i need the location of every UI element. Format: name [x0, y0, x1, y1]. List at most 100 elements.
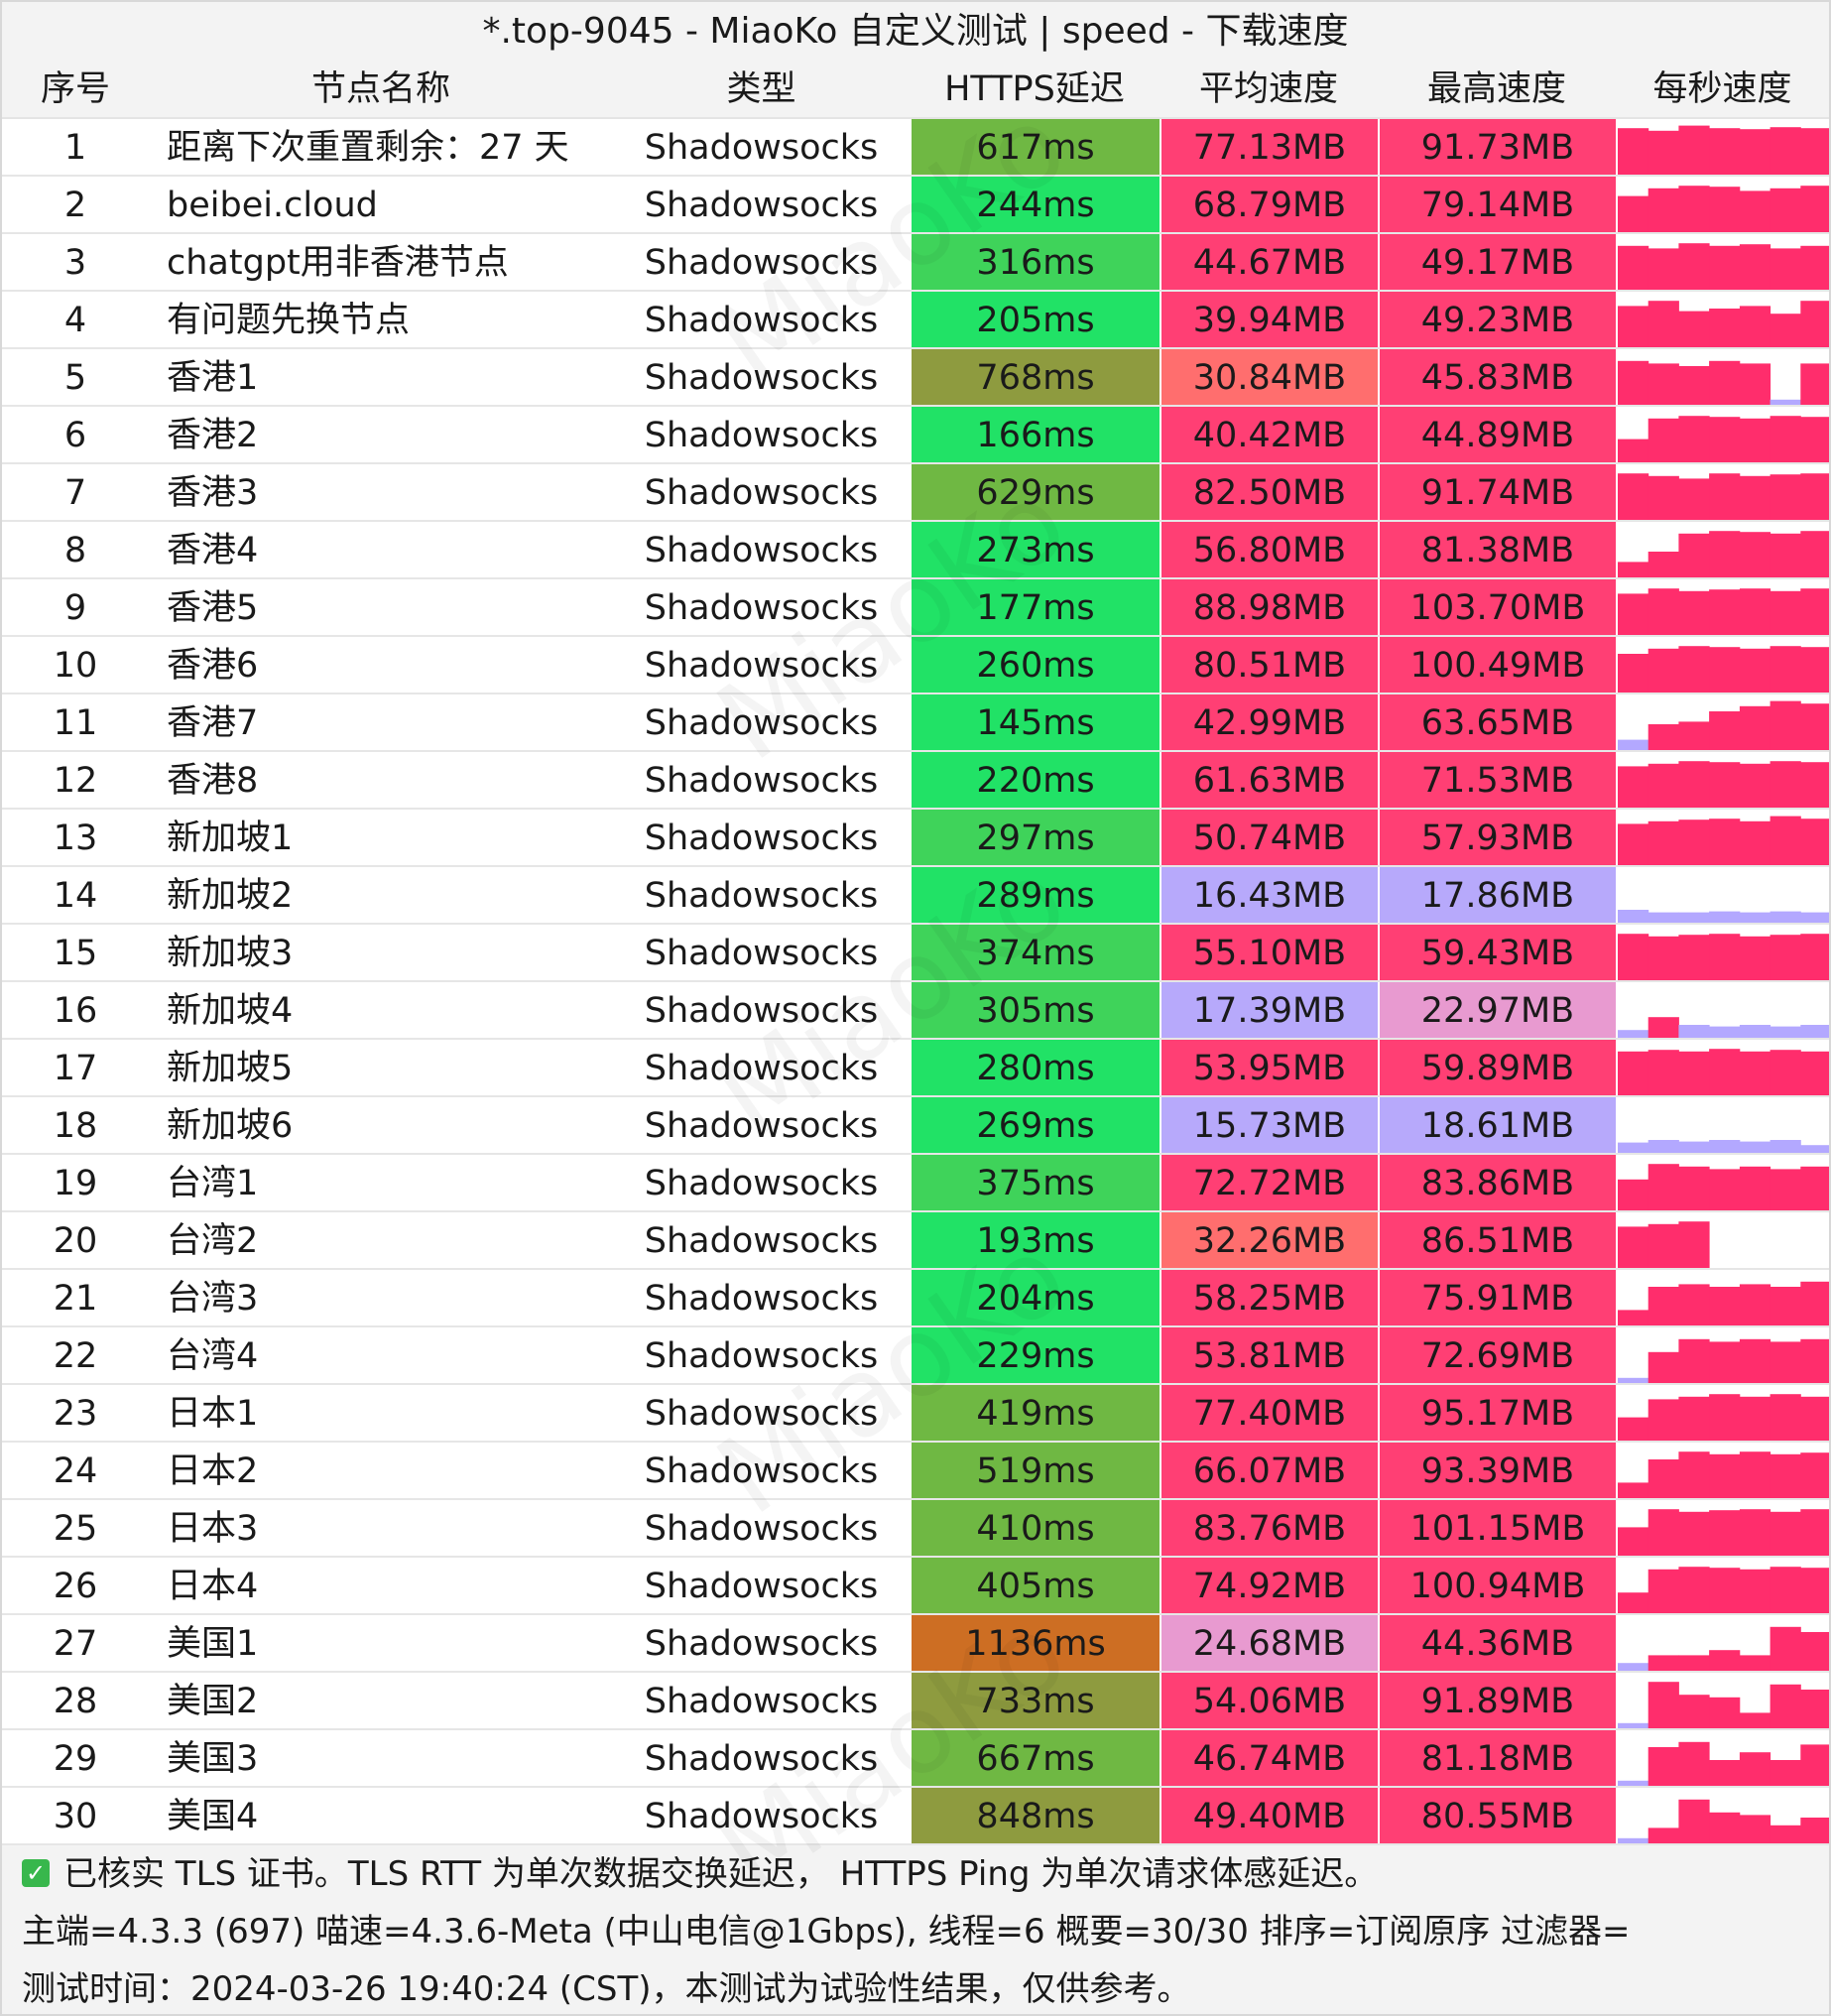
sparkline-chart [1618, 1221, 1710, 1268]
sparkline-bar [1678, 1338, 1710, 1383]
row-index: 11 [53, 703, 98, 743]
table-row: 23 日本1 Shadowsocks 419ms 77.40MB 95.17MB [2, 1385, 1829, 1443]
sparkline-bar [1648, 912, 1679, 923]
node-name: 新加坡5 [167, 1049, 294, 1088]
sparkline-bar [1678, 1051, 1710, 1095]
per-second-sparkline [1616, 1385, 1829, 1441]
sparkline-bar [1678, 761, 1710, 808]
sparkline-bar [1648, 363, 1679, 405]
row-index: 13 [53, 819, 98, 858]
sparkline-bar [1709, 647, 1741, 693]
sparkline-bar [1770, 416, 1801, 462]
sparkline-bar [1739, 820, 1771, 865]
node-type: Shadowsocks [644, 1394, 879, 1434]
avg-speed: 88.98MB [1160, 579, 1378, 635]
sparkline-bar [1648, 188, 1679, 232]
sparkline-bar [1618, 473, 1649, 520]
table-row: 27 美国1 Shadowsocks 1136ms 24.68MB 44.36MB [2, 1615, 1829, 1673]
table-row: 19 台湾1 Shadowsocks 375ms 72.72MB 83.86MB [2, 1155, 1829, 1212]
sparkline-bar [1739, 1655, 1771, 1671]
sparkline-bar [1739, 1284, 1771, 1325]
sparkline-chart [1618, 243, 1829, 290]
per-second-sparkline [1616, 119, 1829, 175]
avg-speed: 49.40MB [1160, 1788, 1378, 1843]
avg-speed: 39.94MB [1160, 292, 1378, 347]
row-index: 10 [53, 646, 98, 686]
sparkline-chart [1618, 531, 1829, 577]
avg-speed: 30.84MB [1160, 349, 1378, 405]
sparkline-bar [1800, 1025, 1829, 1038]
node-type: Shadowsocks [644, 1682, 879, 1721]
sparkline-bar [1709, 187, 1741, 232]
sparkline-bar [1709, 1169, 1741, 1210]
sparkline-bar [1678, 1221, 1710, 1268]
row-index: 29 [53, 1739, 98, 1779]
sparkline-bar [1739, 1166, 1771, 1210]
avg-speed: 56.80MB [1160, 522, 1378, 577]
node-name: 日本3 [167, 1509, 259, 1549]
table-row: 25 日本3 Shadowsocks 410ms 83.76MB 101.15MB [2, 1500, 1829, 1558]
sparkline-chart [1618, 125, 1829, 175]
sparkline-bar [1678, 1695, 1710, 1728]
max-speed: 81.18MB [1378, 1730, 1616, 1786]
sparkline-bar [1739, 1141, 1771, 1153]
per-second-sparkline [1616, 177, 1829, 232]
sparkline-chart [1618, 700, 1829, 750]
https-latency: 305ms [910, 982, 1160, 1038]
sparkline-bar [1770, 646, 1801, 693]
sparkline-chart [1618, 1509, 1829, 1556]
avg-speed: 55.10MB [1160, 925, 1378, 980]
sparkline-bar [1770, 935, 1801, 980]
per-second-sparkline [1616, 1615, 1829, 1671]
node-name: 日本4 [167, 1567, 259, 1606]
test-time: 测试时间：2024-03-26 19:40:24 (CST)，本测试为试验性结果… [2, 1960, 1829, 2014]
https-latency: 848ms [910, 1788, 1160, 1843]
node-name: 香港2 [167, 416, 259, 455]
row-index: 6 [63, 416, 87, 455]
sparkline-bar [1648, 475, 1679, 520]
avg-speed: 16.43MB [1160, 867, 1378, 923]
max-speed: 63.65MB [1378, 694, 1616, 750]
max-speed: 86.51MB [1378, 1212, 1616, 1268]
max-speed: 80.55MB [1378, 1788, 1616, 1843]
avg-speed: 53.81MB [1160, 1327, 1378, 1383]
table-row: 28 美国2 Shadowsocks 733ms 54.06MB 91.89MB [2, 1673, 1829, 1730]
per-second-sparkline [1616, 1327, 1829, 1383]
sparkline-bar [1770, 1760, 1801, 1786]
node-name: chatgpt用非香港节点 [167, 243, 509, 283]
table-row: 2 beibei.cloud Shadowsocks 244ms 68.79MB 79.1… [2, 177, 1829, 234]
node-type: Shadowsocks [644, 991, 879, 1031]
sparkline-bar [1800, 647, 1829, 693]
node-name: 新加坡3 [167, 934, 294, 973]
node-name: 台湾4 [167, 1336, 259, 1376]
sparkline-bar [1618, 766, 1649, 808]
results-table-body: 1 距离下次重置剩余：27 天 Shadowsocks 617ms 77.13MB 91.… [2, 119, 1829, 1845]
sparkline-bar [1709, 819, 1741, 865]
node-name: 新加坡2 [167, 876, 294, 916]
max-speed: 22.97MB [1378, 982, 1616, 1038]
sparkline-bar [1800, 245, 1829, 290]
max-speed: 91.89MB [1378, 1673, 1616, 1728]
sparkline-bar [1618, 128, 1649, 175]
sparkline-bar [1648, 1827, 1679, 1843]
table-row: 15 新加坡3 Shadowsocks 374ms 55.10MB 59.43MB [2, 925, 1829, 982]
sparkline-bar [1648, 248, 1679, 290]
sparkline-bar [1770, 314, 1801, 347]
per-second-sparkline [1616, 522, 1829, 577]
checkbox-checked-icon: ✓ [22, 1858, 50, 1887]
node-type: Shadowsocks [644, 876, 879, 916]
sparkline-bar [1709, 1026, 1741, 1038]
sparkline-bar [1618, 1780, 1649, 1786]
avg-speed: 82.50MB [1160, 464, 1378, 520]
table-row: 10 香港6 Shadowsocks 260ms 80.51MB 100.49MB [2, 637, 1829, 694]
row-index: 22 [53, 1336, 98, 1376]
https-latency: 269ms [910, 1097, 1160, 1153]
sparkline-bar [1678, 416, 1710, 462]
https-latency: 768ms [910, 349, 1160, 405]
sparkline-bar [1800, 588, 1829, 635]
sparkline-bar [1709, 1568, 1741, 1613]
row-index: 4 [63, 301, 87, 340]
sparkline-bar [1709, 1394, 1741, 1441]
https-latency: 667ms [910, 1730, 1160, 1786]
sparkline-bar [1618, 195, 1649, 232]
